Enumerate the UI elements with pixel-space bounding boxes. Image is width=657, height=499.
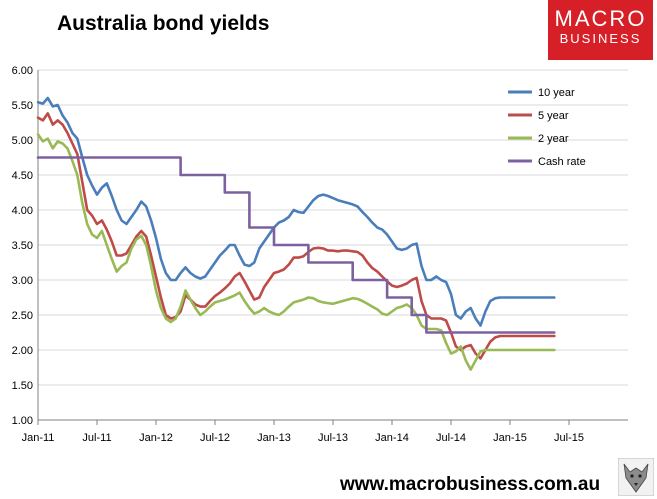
series-lines bbox=[36, 96, 556, 371]
macrobusiness-logo: MACRO BUSINESS bbox=[548, 0, 653, 60]
y-tick-label: 4.00 bbox=[12, 205, 33, 217]
legend-cash-rate-label: Cash rate bbox=[538, 156, 586, 168]
x-tick-label: Jul-12 bbox=[200, 432, 230, 444]
y-tick-label: 5.00 bbox=[12, 135, 33, 147]
x-tick-label: Jan-14 bbox=[375, 432, 409, 444]
y-tick-label: 1.50 bbox=[12, 380, 33, 392]
y-tick-label: 6.00 bbox=[12, 65, 33, 77]
legend-10-year-label: 10 year bbox=[538, 87, 575, 99]
y-axis-ticks: 1.00 1.50 2.00 2.50 3.00 3.50 4.00 4.50 5.00 5.50… bbox=[12, 65, 33, 427]
legend-5-year-label: 5 year bbox=[538, 110, 569, 122]
y-tick-label: 2.50 bbox=[12, 310, 33, 322]
x-tick-label: Jul-15 bbox=[554, 432, 584, 444]
x-tick-label: Jan-12 bbox=[139, 432, 173, 444]
chart-title: Australia bond yields bbox=[57, 12, 270, 35]
series-line-10-year bbox=[36, 96, 556, 327]
legend-2-year-label: 2 year bbox=[538, 133, 569, 145]
x-tick-label: Jul-14 bbox=[436, 432, 466, 444]
series-line-5-year bbox=[36, 112, 556, 360]
y-tick-label: 4.50 bbox=[12, 170, 33, 182]
x-tick-label: Jan-11 bbox=[22, 432, 55, 444]
legend: 10 year 5 year 2 year Cash rate bbox=[508, 87, 586, 168]
series-line-cash-rate bbox=[36, 156, 556, 334]
footer-url: www.macrobusiness.com.au bbox=[340, 474, 601, 495]
bond-yields-chart: 1.00 1.50 2.00 2.50 3.00 3.50 4.00 4.50 5.00 5.50… bbox=[12, 65, 628, 444]
x-tick-label: Jul-13 bbox=[318, 432, 348, 444]
axes bbox=[37, 70, 628, 421]
x-tick-label: Jan-15 bbox=[493, 432, 527, 444]
y-tick-label: 5.50 bbox=[12, 100, 33, 112]
x-axis-ticks: Jan-11 Jul-11 Jan-12 Jul-12 Jan-13 Jul-13 Jan-… bbox=[22, 420, 584, 444]
gridlines bbox=[38, 69, 628, 421]
y-tick-label: 1.00 bbox=[12, 415, 33, 427]
series-line-2-year bbox=[36, 133, 556, 371]
wolf-mascot-icon bbox=[618, 458, 654, 496]
y-tick-label: 3.50 bbox=[12, 240, 33, 252]
y-tick-label: 2.00 bbox=[12, 345, 33, 357]
y-tick-label: 3.00 bbox=[12, 275, 33, 287]
x-tick-label: Jul-11 bbox=[82, 432, 111, 444]
logo-line-1: MACRO bbox=[554, 6, 647, 31]
logo-line-2: BUSINESS bbox=[559, 31, 642, 46]
x-tick-label: Jan-13 bbox=[257, 432, 291, 444]
